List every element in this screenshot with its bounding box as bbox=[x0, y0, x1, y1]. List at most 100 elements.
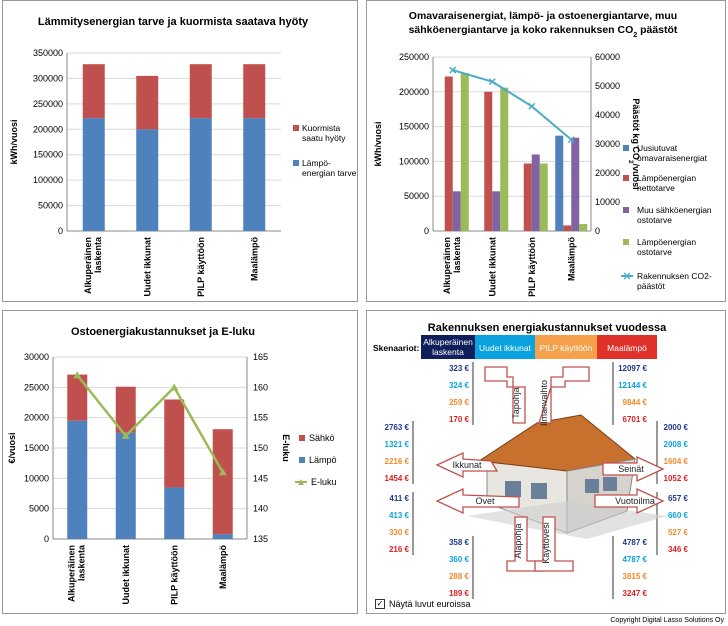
bar-series-3 bbox=[500, 87, 509, 232]
y-tick-label: 350000 bbox=[33, 48, 63, 58]
y-tick-label: 0 bbox=[44, 534, 49, 544]
y-tick-label: 5000 bbox=[29, 504, 49, 514]
bar-series-2 bbox=[531, 154, 540, 231]
bar-series-3 bbox=[460, 73, 469, 232]
tapohja-value-3: 170 € bbox=[449, 415, 470, 424]
y2-tick-label: 10000 bbox=[595, 197, 620, 207]
scenario-name-0: Alkuperäinen laskenta bbox=[423, 337, 473, 357]
chart-panel-heating-energy: Lämmitysenergian tarve ja kuormista saat… bbox=[2, 0, 358, 302]
y2-tick-label: 140 bbox=[253, 504, 268, 514]
tapohja-arrow bbox=[484, 366, 526, 424]
y2-tick-label: 165 bbox=[253, 352, 268, 362]
ovet-value-1: 413 € bbox=[389, 511, 410, 520]
x-tick-label: PILP käyttöön bbox=[527, 237, 537, 297]
y2-tick-label: 135 bbox=[253, 534, 268, 544]
ovet-arrow bbox=[435, 487, 520, 515]
legend-marker-e-luku bbox=[298, 479, 304, 485]
bar-load-benefit bbox=[82, 64, 105, 119]
bar-heat bbox=[115, 432, 136, 539]
ilmanvaihto-value-0: 12097 € bbox=[618, 364, 647, 373]
y-tick-label: 25000 bbox=[24, 382, 49, 392]
e-luku-marker bbox=[170, 383, 179, 391]
kayttovesi-value-1: 4787 € bbox=[623, 555, 648, 564]
bar-electricity bbox=[212, 429, 233, 535]
ikkunat-arrow bbox=[435, 451, 499, 479]
tapohja-value-0: 323 € bbox=[449, 364, 470, 373]
kayttovesi-value-3: 3247 € bbox=[623, 589, 648, 598]
y-axis-label: kWh/vuosi bbox=[373, 121, 383, 166]
kayttovesi-value-0: 4787 € bbox=[623, 538, 648, 547]
ilmanvaihto-value-3: 6701 € bbox=[623, 415, 648, 424]
legend-swatch-marker bbox=[623, 272, 631, 280]
kayttovesi-value-2: 3815 € bbox=[623, 572, 648, 581]
legend-label-2: Muu sähköenergian ostotarve bbox=[637, 205, 712, 225]
ilmanvaihto-value-2: 9844 € bbox=[623, 398, 648, 407]
bar-load-benefit bbox=[243, 64, 266, 119]
house-window bbox=[531, 483, 547, 499]
seinat-value-1: 2008 € bbox=[664, 440, 689, 449]
legend-swatch-2 bbox=[623, 207, 629, 213]
alapohja-value-3: 189 € bbox=[449, 589, 470, 598]
vuotoilma-value-1: 660 € bbox=[668, 511, 689, 520]
bar-heat-demand bbox=[243, 118, 266, 231]
chart-panel-purchase-costs: Ostoenergiakustannukset ja E-luku 0 5000 10… bbox=[2, 310, 358, 614]
bar-load-benefit bbox=[189, 64, 212, 119]
y2-tick-label: 30000 bbox=[595, 139, 620, 149]
copyright-text: Copyright Digital Lasso Solutions Oy bbox=[610, 617, 724, 624]
ikkunat-label: Ikkunat bbox=[452, 460, 482, 470]
ilmanvaihto-value-1: 12144 € bbox=[618, 381, 647, 390]
bar-heat-demand bbox=[136, 129, 159, 231]
legend-swatch-electricity bbox=[299, 435, 305, 441]
house-window bbox=[505, 481, 521, 497]
scenario-name-3: Maalämpö bbox=[607, 343, 647, 353]
seinat-value-2: 1604 € bbox=[664, 457, 689, 466]
x-tick-label: Maalämpö bbox=[218, 545, 228, 590]
scenario-header-3 bbox=[597, 335, 657, 359]
x-tick-label: Alkuperäinenlaskenta bbox=[83, 236, 103, 294]
ovet-value-0: 411 € bbox=[389, 494, 409, 503]
vuotoilma-value-2: 527 € bbox=[668, 528, 689, 537]
y-tick-label: 100000 bbox=[399, 156, 429, 166]
seinat-arrow bbox=[602, 455, 665, 483]
legend-label-load-benefit: Kuormista saatu hyöty bbox=[302, 123, 346, 143]
seinat-label: Seinät bbox=[618, 464, 644, 474]
bar-electricity bbox=[164, 399, 185, 488]
legend-label-heat-demand: Lämpö-energian tarve bbox=[302, 158, 357, 178]
legend-label-3: Lämpöenergian ostotarve bbox=[637, 237, 696, 257]
legend-label-electricity: Sähkö bbox=[309, 433, 335, 443]
house-ground bbox=[467, 501, 667, 539]
ovet-value-2: 330 € bbox=[389, 528, 410, 537]
co2-marker bbox=[449, 66, 457, 74]
e-luku-marker bbox=[218, 468, 227, 476]
bar-heat-demand bbox=[189, 118, 212, 231]
tapohja-label: Tapohja bbox=[511, 387, 521, 419]
ilmanvaihto-arrow bbox=[538, 366, 590, 424]
ovet-value-3: 216 € bbox=[389, 545, 410, 554]
x-tick-label: Uudet ikkunat bbox=[121, 545, 131, 605]
vuotoilma-arrow bbox=[594, 487, 665, 515]
co2-marker bbox=[567, 136, 575, 144]
legend-label-4: Rakennuksen CO2-päästöt bbox=[637, 271, 712, 291]
bar-electricity bbox=[115, 386, 136, 433]
bar-heat bbox=[67, 420, 88, 539]
energy-cost-diagram: Rakennuksen energiakustannukset vuodessa… bbox=[373, 322, 689, 599]
show-euros-checkbox[interactable]: ✓ bbox=[375, 599, 385, 609]
co2-marker bbox=[488, 78, 496, 86]
bar-series-1 bbox=[523, 163, 532, 231]
y2-tick-label: 60000 bbox=[595, 52, 620, 62]
y-tick-label: 30000 bbox=[24, 352, 49, 362]
ovet-label: Ovet bbox=[475, 496, 495, 506]
y-tick-label: 200000 bbox=[33, 124, 63, 134]
y2-tick-label: 150 bbox=[253, 443, 268, 453]
tapohja-value-2: 259 € bbox=[449, 398, 470, 407]
kayttovesi-label: Käyttövesi bbox=[541, 522, 551, 564]
y2-tick-label: 40000 bbox=[595, 110, 620, 120]
y2-tick-label: 155 bbox=[253, 413, 268, 423]
y-tick-label: 50000 bbox=[404, 191, 429, 201]
bar-series-0 bbox=[555, 135, 564, 231]
bar-heat bbox=[164, 487, 185, 539]
bar-series-1 bbox=[484, 91, 493, 231]
house-roof bbox=[477, 414, 637, 472]
show-euros-checkbox-row[interactable]: ✓ Näytä luvut euroissa bbox=[375, 599, 471, 609]
y2-tick-label: 0 bbox=[595, 226, 600, 236]
